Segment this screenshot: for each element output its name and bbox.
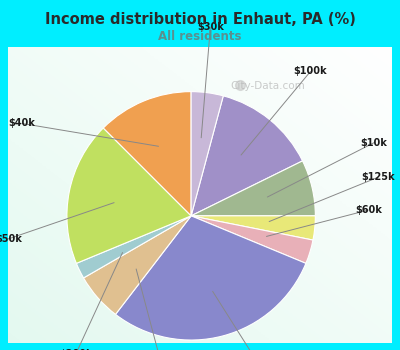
Text: $60k: $60k — [355, 205, 382, 215]
Text: $30k: $30k — [197, 22, 224, 32]
Wedge shape — [84, 216, 191, 314]
Wedge shape — [103, 92, 191, 216]
Wedge shape — [76, 216, 191, 278]
Text: $50k: $50k — [0, 234, 22, 244]
Wedge shape — [191, 216, 315, 240]
Text: All residents: All residents — [158, 30, 242, 43]
Text: $40k: $40k — [8, 118, 35, 128]
Wedge shape — [191, 161, 315, 216]
Wedge shape — [116, 216, 306, 340]
Wedge shape — [191, 92, 223, 216]
Wedge shape — [191, 216, 313, 263]
Text: City-Data.com: City-Data.com — [231, 81, 305, 91]
Text: $10k: $10k — [360, 138, 388, 148]
Wedge shape — [191, 96, 302, 216]
Text: $200k: $200k — [59, 349, 92, 350]
Text: $100k: $100k — [294, 66, 327, 76]
Wedge shape — [67, 128, 191, 263]
Text: Income distribution in Enhaut, PA (%): Income distribution in Enhaut, PA (%) — [44, 12, 356, 27]
Text: $125k: $125k — [361, 172, 395, 182]
